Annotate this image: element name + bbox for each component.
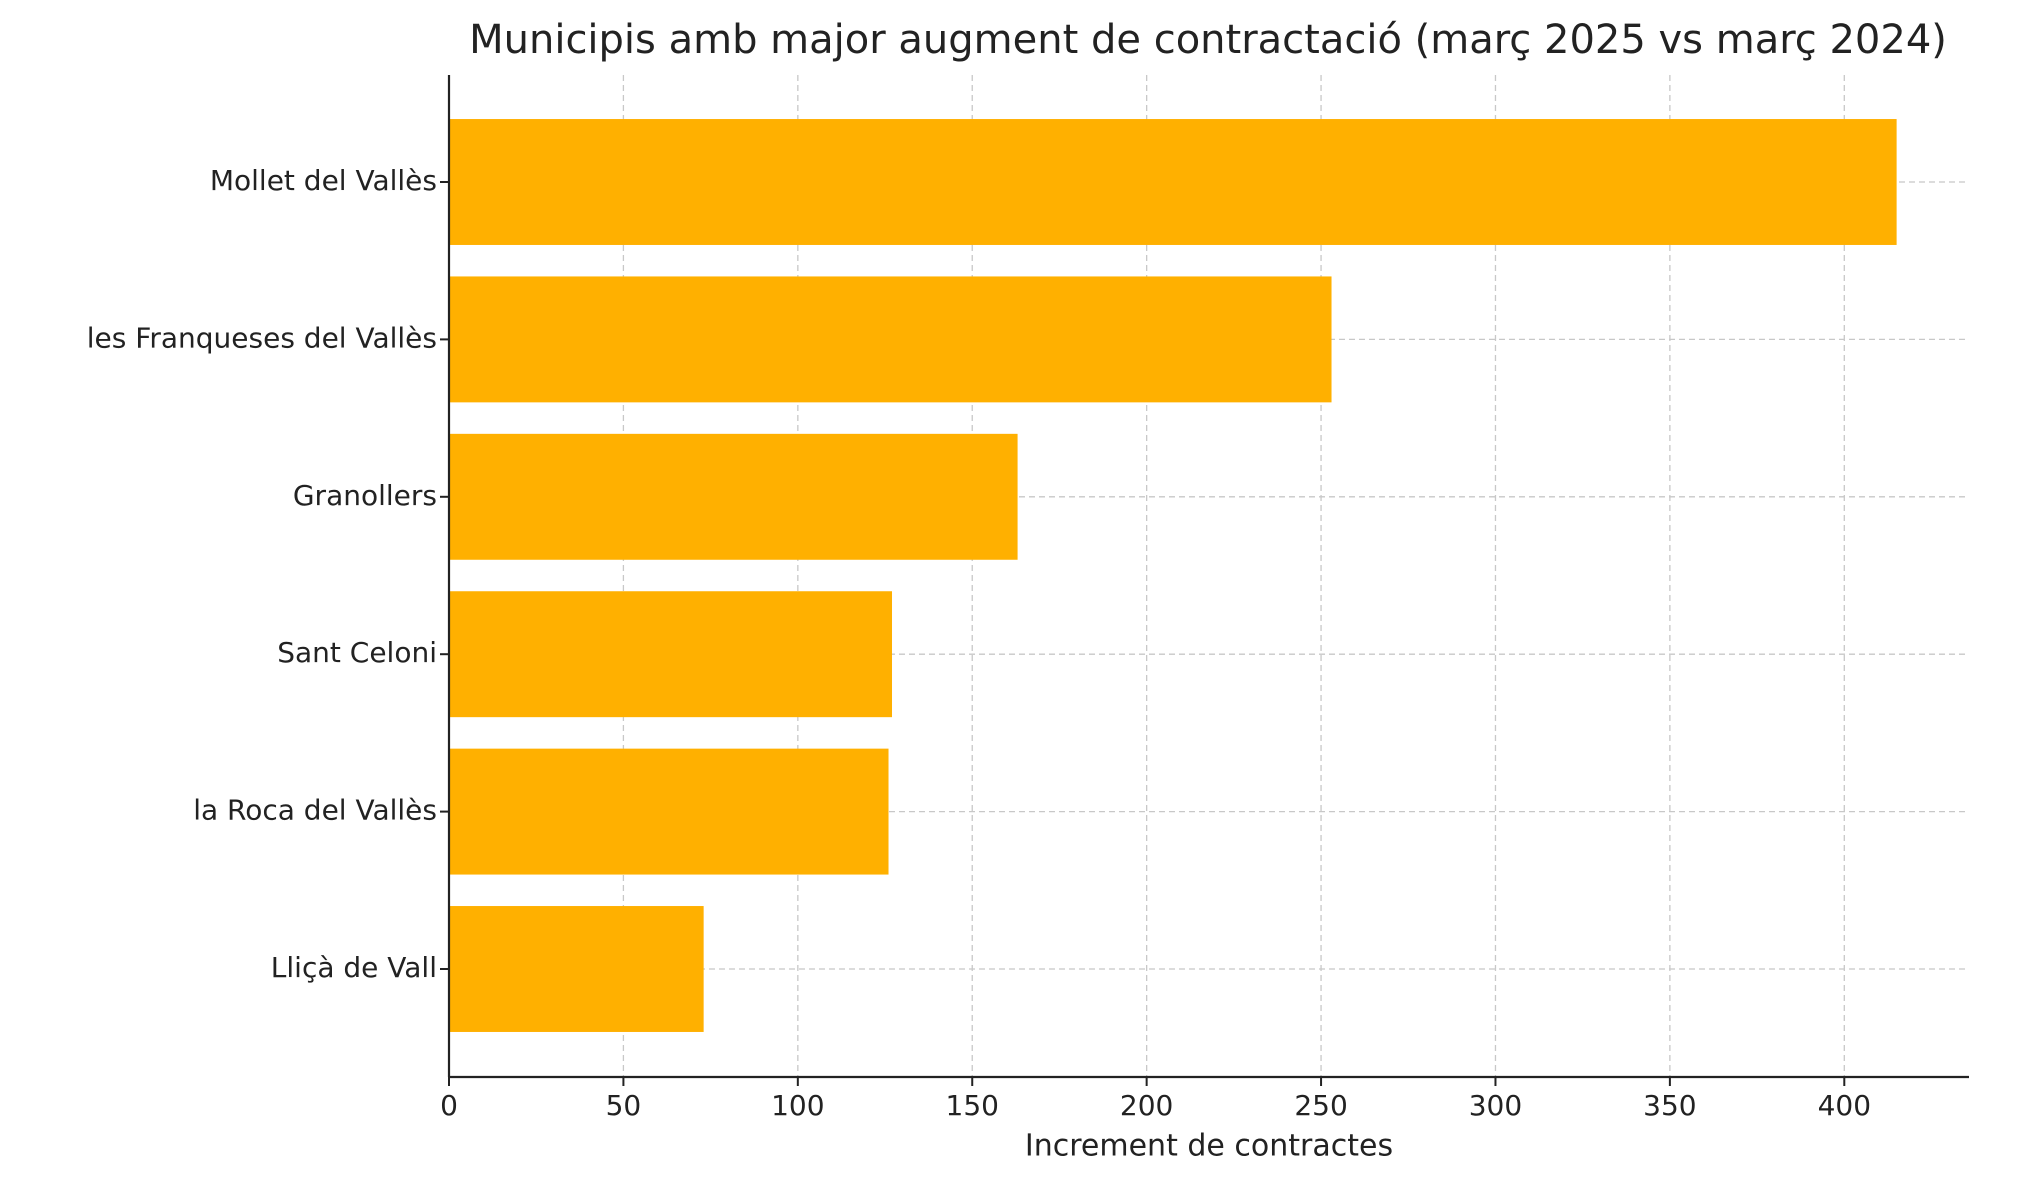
y-tick-label: les Franqueses del Vallès — [87, 321, 437, 354]
y-tick-label: Lliçà de Vall — [271, 951, 437, 984]
x-tick-label: 50 — [606, 1089, 642, 1122]
chart-title: Municipis amb major augment de contracta… — [469, 17, 1947, 63]
bar — [449, 591, 893, 718]
bar — [449, 119, 1897, 245]
x-tick-label: 100 — [771, 1089, 824, 1122]
y-tick-label: Granollers — [293, 479, 437, 512]
x-tick-label: 150 — [946, 1089, 999, 1122]
x-axis-label: Increment de contractes — [1025, 1129, 1393, 1164]
x-tick-label: 0 — [440, 1089, 458, 1122]
x-tick-label: 200 — [1120, 1089, 1173, 1122]
bar — [449, 433, 1018, 560]
y-tick-label: Mollet del Vallès — [210, 164, 437, 197]
bar — [449, 906, 704, 1032]
y-tick-label: la Roca del Vallès — [193, 794, 437, 827]
bar — [449, 276, 1332, 403]
x-tick-label: 400 — [1818, 1089, 1871, 1122]
x-tick-label: 250 — [1294, 1089, 1347, 1122]
x-tick-label: 350 — [1643, 1089, 1696, 1122]
y-tick-label: Sant Celoni — [277, 636, 437, 669]
bar — [449, 748, 889, 875]
x-tick-label: 300 — [1469, 1089, 1522, 1122]
